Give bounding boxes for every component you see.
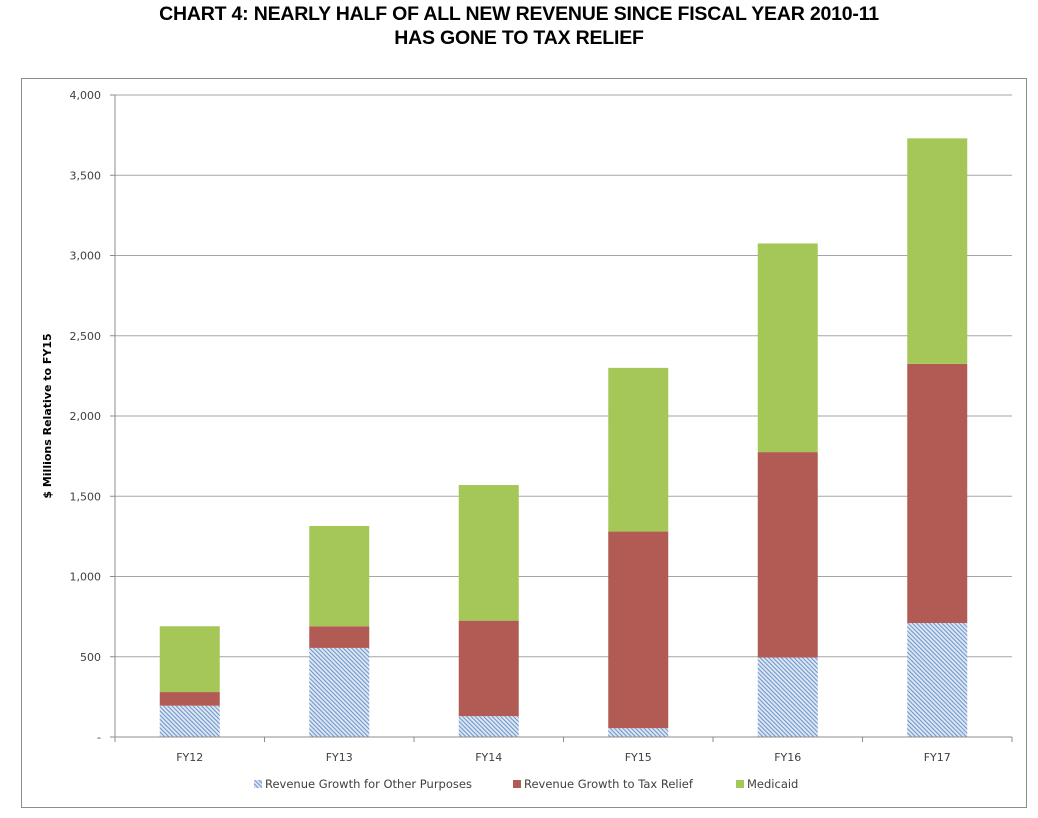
legend-label: Medicaid xyxy=(747,777,798,791)
bar-segment-fy15-series-3 xyxy=(608,367,669,532)
x-tick-label: FY17 xyxy=(924,751,951,764)
y-tick-label: - xyxy=(97,731,101,744)
legend-label: Revenue Growth for Other Purposes xyxy=(265,777,472,791)
bars xyxy=(159,138,968,737)
x-tick-label: FY13 xyxy=(326,751,353,764)
legend-swatch xyxy=(513,780,521,788)
legend: Revenue Growth for Other Purposes Revenue… xyxy=(254,777,798,791)
legend-label: Revenue Growth to Tax Relief xyxy=(524,777,694,791)
chart-frame xyxy=(21,78,1027,808)
bar-segment-fy14-series-2 xyxy=(458,620,519,717)
y-axis-label: $ Millions Relative to FY15 xyxy=(41,333,54,498)
y-tick-label: 1,000 xyxy=(70,571,102,584)
y-axis-ticks: - 500 1,000 1,500 2,000 2,500 3,000 3,500 4,000 xyxy=(70,89,115,744)
bar-segment-fy16-series-3 xyxy=(757,243,818,453)
bar-segment-fy13-series-2 xyxy=(309,626,370,648)
bar-segment-fy16-series-1 xyxy=(757,657,818,737)
bar-segment-fy17-series-3 xyxy=(907,138,968,364)
bar-segment-fy13-series-1 xyxy=(309,647,370,737)
y-tick-label: 2,500 xyxy=(70,330,102,343)
x-tick-label: FY14 xyxy=(475,751,502,764)
bar-segment-fy14-series-1 xyxy=(458,716,519,737)
legend-swatch xyxy=(736,780,744,788)
bar-segment-fy15-series-1 xyxy=(608,728,669,737)
y-tick-label: 3,500 xyxy=(70,169,102,182)
y-tick-label: 3,000 xyxy=(70,250,102,263)
gridlines xyxy=(115,94,1012,658)
bar-segment-fy17-series-1 xyxy=(907,623,968,737)
bar-segment-fy12-series-1 xyxy=(159,705,220,737)
bar-segment-fy13-series-3 xyxy=(309,525,370,627)
chart-title: CHART 4: NEARLY HALF OF ALL NEW REVENUE … xyxy=(159,3,879,25)
bar-segment-fy15-series-2 xyxy=(608,531,669,729)
chart-title-block: CHART 4: NEARLY HALF OF ALL NEW REVENUE … xyxy=(0,2,1038,50)
y-tick-label: 2,000 xyxy=(70,410,102,423)
x-tick-label: FY15 xyxy=(625,751,652,764)
y-tick-label: 1,500 xyxy=(70,490,102,503)
chart-subtitle: HAS GONE TO TAX RELIEF xyxy=(394,27,644,49)
legend-swatch xyxy=(254,780,262,788)
bar-segment-fy16-series-2 xyxy=(757,452,818,658)
x-tick-label: FY16 xyxy=(774,751,801,764)
bar-segment-fy14-series-3 xyxy=(458,485,519,621)
x-axis-labels: FY12 FY13 FY14 FY15 FY16 FY17 xyxy=(176,751,951,764)
bar-segment-fy17-series-2 xyxy=(907,363,968,624)
y-tick-label: 4,000 xyxy=(70,89,102,102)
x-tick-label: FY12 xyxy=(176,751,203,764)
bar-segment-fy12-series-2 xyxy=(159,692,220,706)
y-tick-label: 500 xyxy=(80,651,101,664)
axes xyxy=(110,95,1013,742)
bar-segment-fy12-series-3 xyxy=(159,626,220,693)
